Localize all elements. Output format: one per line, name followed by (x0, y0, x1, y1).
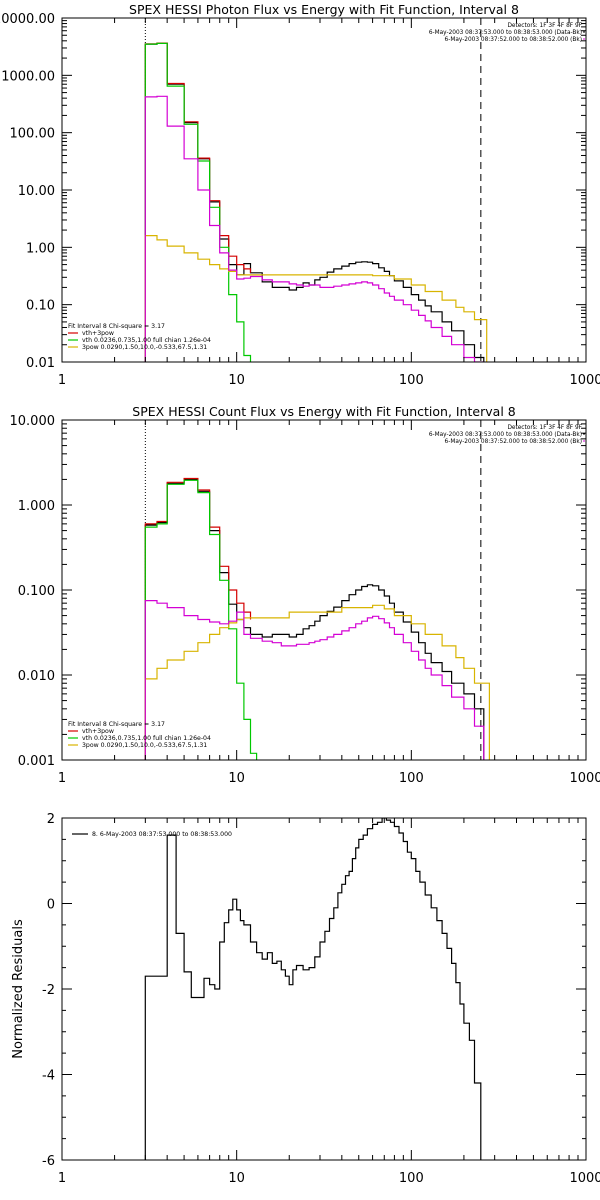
y-tick-label: 10.00 (18, 184, 55, 199)
series-line-2 (144, 42, 252, 362)
info-line: Detectors: 1F 3F 4F 8F 9F (507, 23, 582, 29)
y-tick-label: -6 (42, 1154, 55, 1169)
x-tick-label: 10 (228, 771, 245, 786)
info-line: 6-May-2003 08:37:52.000 to 08:38:52.000 … (445, 439, 582, 445)
info-line: Detectors: 1F 3F 4F 8F 9F (507, 425, 582, 431)
legend-header: Fit Interval 8 Chi-square = 3.17 (68, 323, 165, 330)
y-tick-label: -4 (42, 1069, 55, 1084)
y-tick-label: 0.001 (18, 754, 55, 769)
x-tick-label: 10 (228, 1171, 245, 1186)
y-tick-label: 10.000 (10, 414, 56, 429)
chart-title: SPEX HESSI Count Flux vs Energy with Fit… (132, 404, 515, 419)
info-line: 6-May-2003 08:37:53.000 to 08:38:53.000 … (429, 30, 582, 36)
y-axis-label: Normalized Residuals (11, 919, 26, 1059)
y-tick-label: 100.00 (10, 127, 56, 142)
series-line-5 (144, 95, 484, 362)
legend-label: vth+3pow (82, 728, 114, 735)
x-tick-label: 1 (58, 1171, 66, 1186)
y-tick-label: 1.000 (18, 499, 55, 514)
chart-panel-2: SPEX HESSI Count Flux vs Energy with Fit… (10, 404, 600, 786)
x-tick-label: 1000 (569, 771, 600, 786)
legend-label: 3pow 0.0290,1.50,10.0,-0.533,67.5,1.31 (82, 742, 207, 749)
series-line-1 (144, 818, 482, 1160)
y-tick-label: 1000.00 (1, 69, 55, 84)
x-tick-label: 100 (399, 771, 424, 786)
series-line-4 (144, 604, 490, 760)
legend-label: 3pow 0.0290,1.50,10.0,-0.533,67.5,1.31 (82, 344, 207, 351)
series-line-1 (144, 42, 485, 362)
x-tick-label: 100 (399, 1171, 424, 1186)
series-line-4 (144, 235, 488, 362)
info-line: 6-May-2003 08:37:52.000 to 08:38:52.000 … (445, 37, 582, 43)
series-group (144, 818, 482, 1160)
y-tick-label: 0.010 (18, 669, 55, 684)
y-tick-label: 1.00 (26, 241, 55, 256)
plot-frame (61, 17, 587, 363)
x-tick-label: 1000 (569, 1171, 600, 1186)
legend-header: Fit Interval 8 Chi-square = 3.17 (68, 721, 165, 728)
y-tick-label: 2 (47, 812, 55, 827)
legend-label: vth 0.0236,0.735,1.00 full chian 1.26e-0… (82, 337, 211, 344)
y-tick-label: 0.10 (26, 299, 55, 314)
x-tick-label: 1000 (569, 373, 600, 388)
plot-frame (61, 817, 587, 1161)
y-tick-label: 0.100 (18, 584, 55, 599)
info-line: 6-May-2003 08:37:53.000 to 08:38:53.000 … (429, 432, 582, 438)
x-tick-label: 1 (58, 373, 66, 388)
series-group (144, 477, 490, 760)
x-tick-label: 100 (399, 373, 424, 388)
y-tick-label: 0.01 (26, 356, 55, 371)
series-line-3 (144, 479, 258, 760)
legend-label: vth+3pow (82, 330, 114, 337)
series-line-5 (144, 600, 485, 760)
x-tick-label: 10 (228, 373, 245, 388)
y-tick-label: 0 (47, 898, 55, 913)
series-group (144, 42, 488, 362)
x-tick-label: 1 (58, 771, 66, 786)
chart-title: SPEX HESSI Photon Flux vs Energy with Fi… (129, 2, 519, 17)
chart-panel-3: 1 10 100 1000 -6 -4 -2 0 2 Normalized Residuals 8.… (11, 812, 600, 1186)
legend-label: vth 0.0236,0.735,1.00 full chian 1.26e-0… (82, 735, 211, 742)
plot-frame (61, 419, 587, 761)
series-line-3 (144, 42, 252, 362)
chart-panel-1: SPEX HESSI Photon Flux vs Energy with Fi… (0, 2, 600, 388)
series-line-1 (144, 478, 485, 760)
legend-label: 8. 6-May-2003 08:37:53.000 to 08:38:53.0… (92, 831, 232, 838)
y-tick-label: -2 (42, 983, 55, 998)
